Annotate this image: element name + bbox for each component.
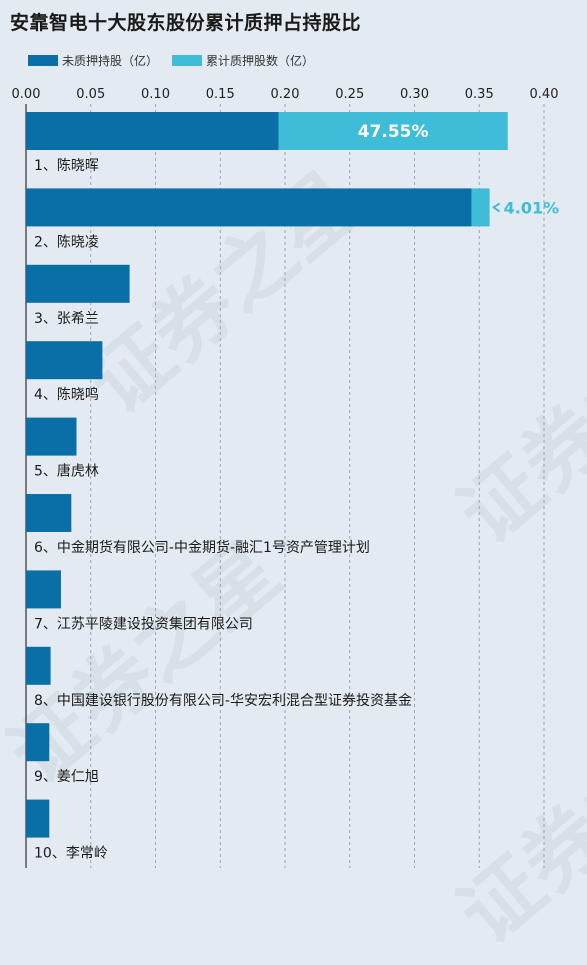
x-tick-label: 0.40: [530, 87, 559, 102]
category-label: 7、江苏平陵建设投资集团有限公司: [34, 615, 253, 632]
bar-unpledged: [26, 264, 130, 303]
bar-unpledged: [26, 112, 279, 150]
category-label: 10、李常岭: [34, 846, 108, 862]
legend-label-pledged: 累计质押股数（亿）: [206, 54, 315, 68]
pledge-ratio-label: 4.01%: [504, 198, 560, 217]
legend: 未质押持股（亿） 累计质押股数（亿）: [28, 52, 328, 69]
bar-unpledged: [26, 723, 50, 762]
category-label: 3、张希兰: [34, 311, 99, 327]
legend-item-unpledged: 未质押持股（亿）: [28, 52, 158, 69]
bar-unpledged: [26, 417, 77, 456]
pledge-ratio-label: 47.55%: [358, 122, 429, 142]
category-label: 9、姜仁旭: [34, 769, 99, 785]
bar-pledged: [278, 112, 508, 150]
legend-swatch-unpledged: [28, 55, 58, 66]
bar-unpledged: [26, 646, 51, 685]
legend-item-pledged: 累计质押股数（亿）: [172, 52, 314, 69]
x-tick-label: 0.15: [206, 87, 235, 102]
bar-unpledged: [26, 570, 61, 609]
chart-title: 安靠智电十大股东股份累计质押占持股比: [10, 12, 362, 34]
legend-label-unpledged: 未质押持股（亿）: [62, 54, 159, 68]
x-tick-label: 0.10: [141, 87, 170, 102]
pointer-arrow: [491, 202, 501, 213]
category-label: 6、中金期货有限公司-中金期货-融汇1号资产管理计划: [34, 539, 370, 556]
bar-chart: 0.00 0.05 0.10 0.15 0.20 0.25 0.30 0.35 0.40 1、陈晓…: [12, 87, 560, 868]
x-tick-label: 0.30: [400, 87, 429, 102]
bar-unpledged: [26, 188, 472, 227]
category-label: 4、陈晓鸣: [34, 386, 99, 403]
legend-swatch-pledged: [172, 55, 203, 66]
category-label: 5、唐虎林: [34, 463, 99, 480]
bar-unpledged: [26, 341, 103, 380]
x-tick-label: 0.35: [465, 87, 494, 102]
bar-unpledged: [26, 494, 72, 532]
x-tick-label: 0.20: [271, 87, 300, 102]
category-label: 2、陈晓凌: [34, 233, 99, 250]
x-tick-label: 0.00: [12, 87, 41, 102]
bar-pledged: [471, 188, 490, 227]
x-tick-label: 0.25: [335, 87, 364, 102]
category-label: 8、中国建设银行股份有限公司-华安宏利混合型证券投资基金: [34, 692, 412, 709]
bar-unpledged: [26, 799, 50, 838]
category-label: 1、陈晓晖: [34, 157, 99, 174]
x-tick-label: 0.05: [76, 87, 105, 102]
